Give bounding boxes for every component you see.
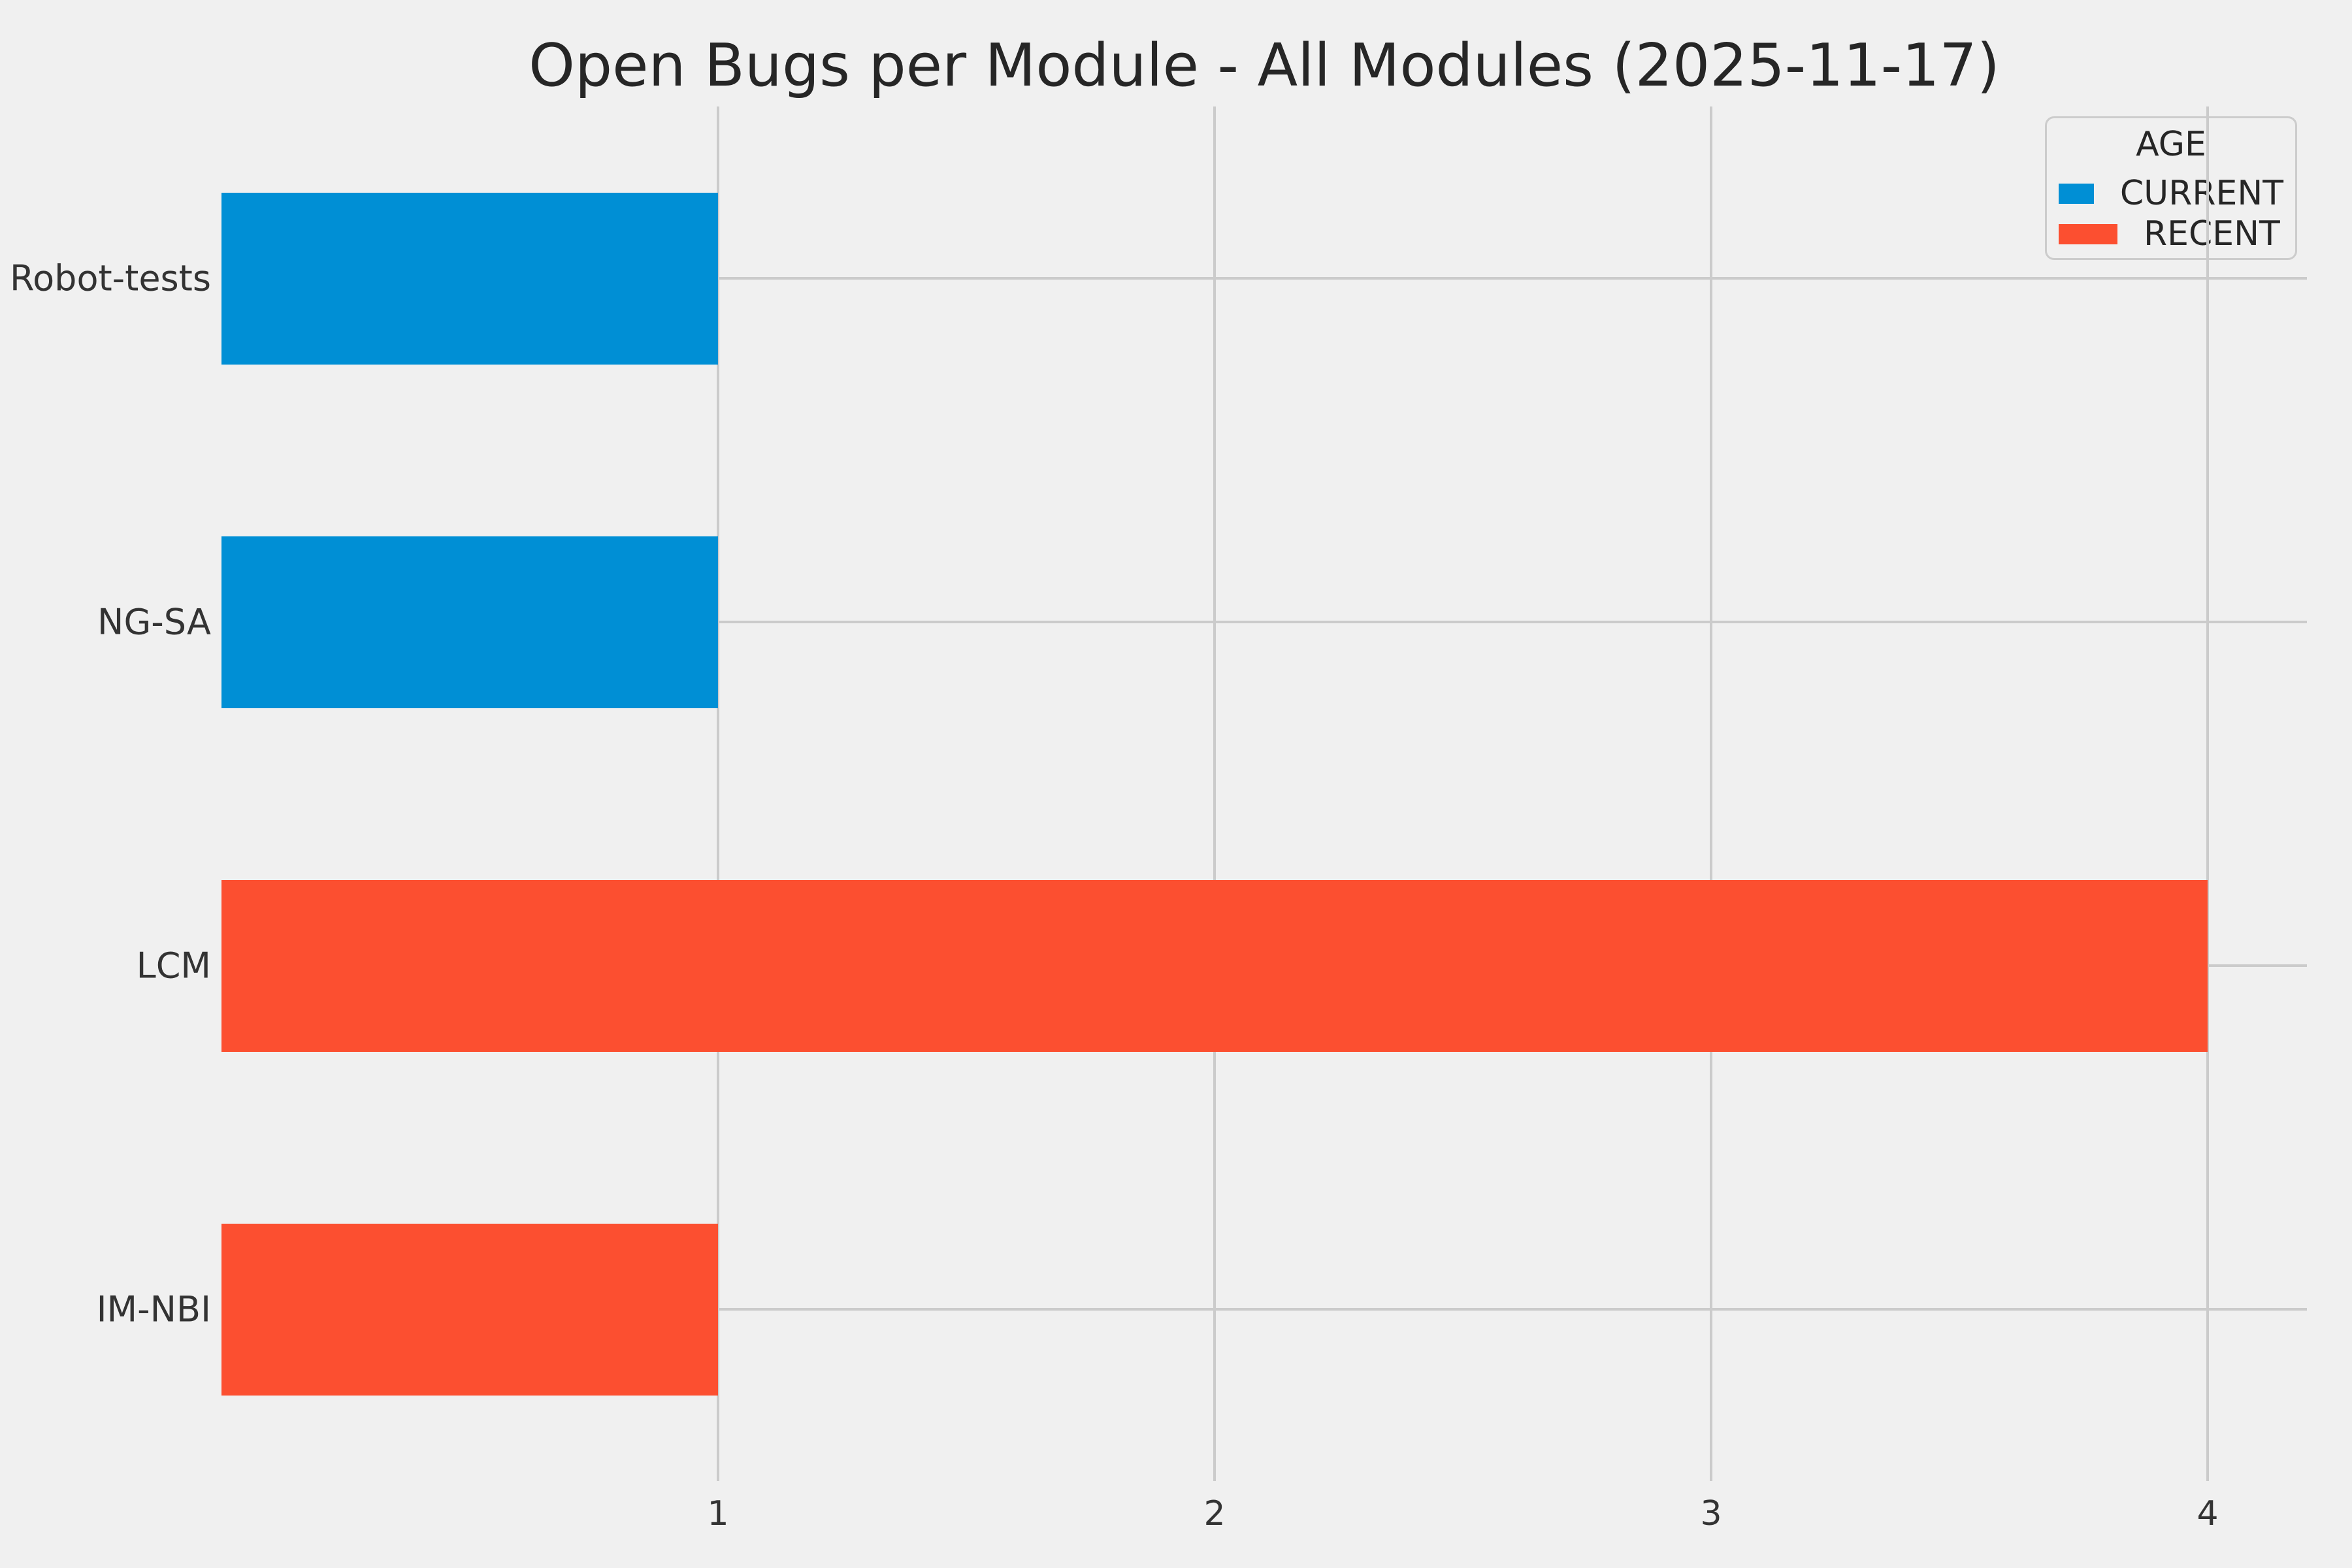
legend-label-recent: RECENT [2144, 214, 2280, 254]
legend-item-recent: RECENT [2059, 217, 2283, 251]
y-gridline [221, 621, 2307, 623]
y-tick-label: LCM [136, 945, 211, 987]
y-tick-label: NG-SA [97, 601, 211, 643]
x-tick-label: 2 [1203, 1494, 1226, 1533]
x-gridline [1710, 106, 1712, 1481]
x-tick-label: 1 [707, 1494, 729, 1533]
y-gridline [221, 277, 2307, 280]
x-gridline [1213, 106, 1216, 1481]
legend-label-current: CURRENT [2119, 174, 2283, 214]
x-tick-label: 4 [2197, 1494, 2219, 1533]
chart-title: Open Bugs per Module - All Modules (2025… [529, 31, 2000, 100]
bar-im-nbi [221, 1223, 718, 1396]
x-gridline [2206, 106, 2209, 1481]
bar-ng-sa [221, 536, 718, 708]
legend-swatch-current-icon [2059, 183, 2094, 204]
bar-lcm [221, 879, 2208, 1052]
x-gridline [717, 106, 719, 1481]
y-gridline [221, 1308, 2307, 1311]
y-tick-label: Robot-tests [10, 257, 211, 299]
bar-robot-tests [221, 192, 718, 365]
legend-item-current: CURRENT [2059, 176, 2283, 210]
y-tick-label: IM-NBI [96, 1288, 211, 1330]
legend-title: AGE [2136, 125, 2206, 164]
legend-swatch-recent-icon [2059, 223, 2117, 244]
legend: AGE CURRENT RECENT [2045, 116, 2297, 260]
x-tick-label: 3 [1700, 1494, 1722, 1533]
